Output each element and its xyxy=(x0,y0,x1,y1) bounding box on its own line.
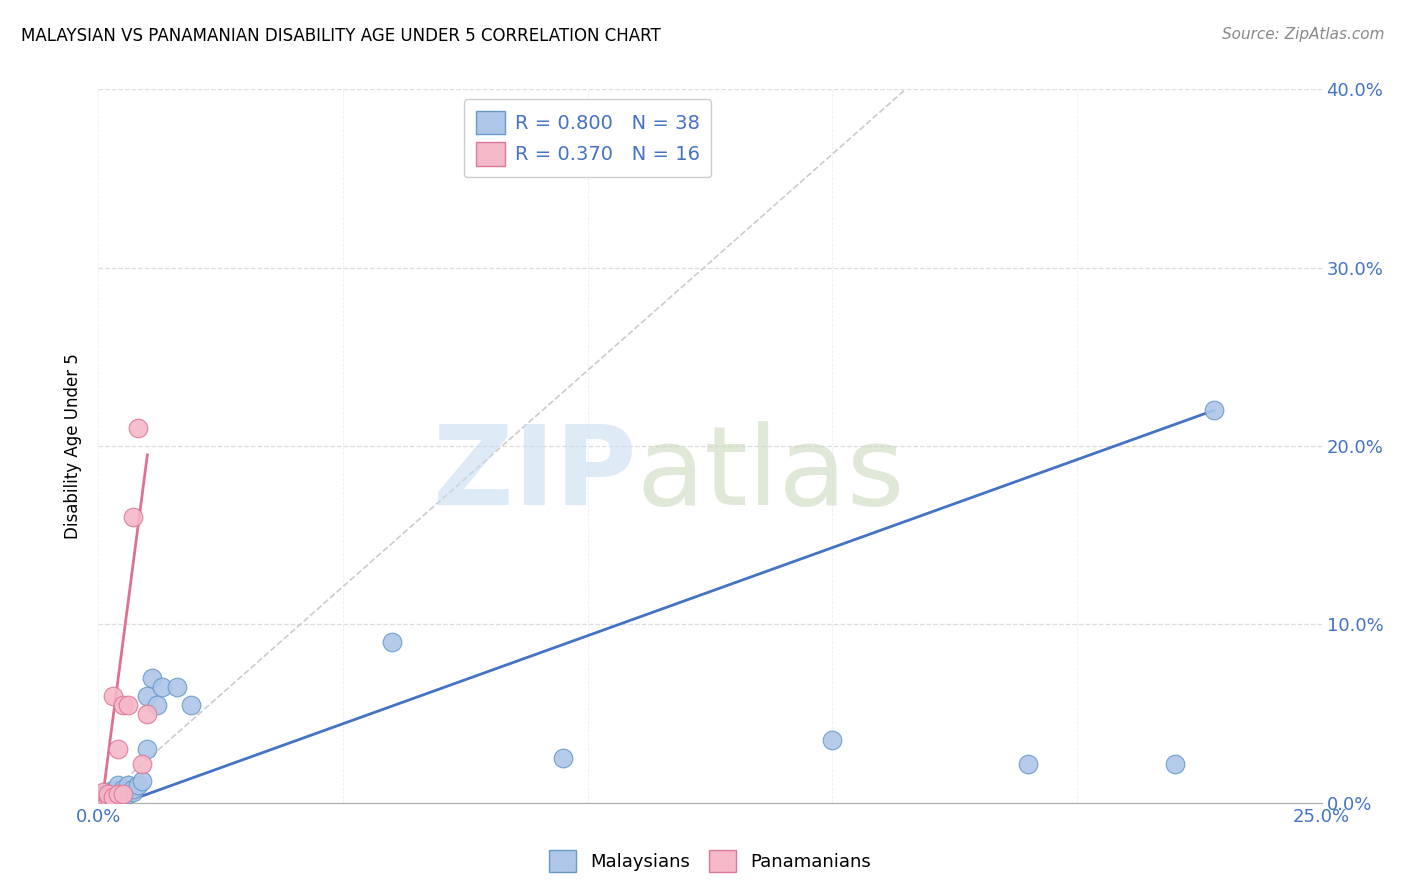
Point xyxy=(111,789,134,803)
Point xyxy=(107,787,129,801)
Point xyxy=(91,787,114,801)
Point xyxy=(107,783,129,797)
Point xyxy=(136,706,159,721)
Point xyxy=(150,680,173,694)
Point xyxy=(97,785,120,799)
Point xyxy=(1017,756,1039,771)
Point xyxy=(91,792,114,806)
Point xyxy=(127,778,149,792)
Point xyxy=(91,785,114,799)
Point xyxy=(97,787,120,801)
Point xyxy=(127,421,149,435)
Point xyxy=(101,689,124,703)
Point xyxy=(1202,403,1225,417)
Point xyxy=(101,789,124,803)
Legend: Malaysians, Panamanians: Malaysians, Panamanians xyxy=(541,843,879,880)
Point xyxy=(97,790,120,805)
Point xyxy=(381,635,404,649)
Point xyxy=(91,789,114,803)
Point xyxy=(553,751,575,765)
Point xyxy=(121,781,143,796)
Y-axis label: Disability Age Under 5: Disability Age Under 5 xyxy=(65,353,83,539)
Text: ZIP: ZIP xyxy=(433,421,637,528)
Point xyxy=(97,789,120,803)
Point xyxy=(91,792,114,806)
Point xyxy=(180,698,202,712)
Point xyxy=(117,787,139,801)
Point xyxy=(121,510,143,524)
Point xyxy=(117,698,139,712)
Point xyxy=(136,742,159,756)
Text: Source: ZipAtlas.com: Source: ZipAtlas.com xyxy=(1222,27,1385,42)
Point xyxy=(141,671,163,685)
Point xyxy=(146,698,169,712)
Point xyxy=(101,790,124,805)
Text: atlas: atlas xyxy=(637,421,905,528)
Point xyxy=(107,742,129,756)
Point xyxy=(1164,756,1187,771)
Point xyxy=(136,689,159,703)
Point xyxy=(131,756,153,771)
Point xyxy=(111,698,134,712)
Point xyxy=(107,787,129,801)
Point xyxy=(107,778,129,792)
Point xyxy=(111,785,134,799)
Point xyxy=(111,781,134,796)
Point xyxy=(166,680,188,694)
Point xyxy=(91,790,114,805)
Point xyxy=(131,774,153,789)
Point xyxy=(111,787,134,801)
Point xyxy=(97,790,120,805)
Point xyxy=(97,792,120,806)
Point xyxy=(107,790,129,805)
Point xyxy=(117,778,139,792)
Point xyxy=(101,790,124,805)
Text: MALAYSIAN VS PANAMANIAN DISABILITY AGE UNDER 5 CORRELATION CHART: MALAYSIAN VS PANAMANIAN DISABILITY AGE U… xyxy=(21,27,661,45)
Point xyxy=(121,785,143,799)
Point xyxy=(101,787,124,801)
Point xyxy=(117,783,139,797)
Point xyxy=(821,733,844,747)
Point xyxy=(101,783,124,797)
